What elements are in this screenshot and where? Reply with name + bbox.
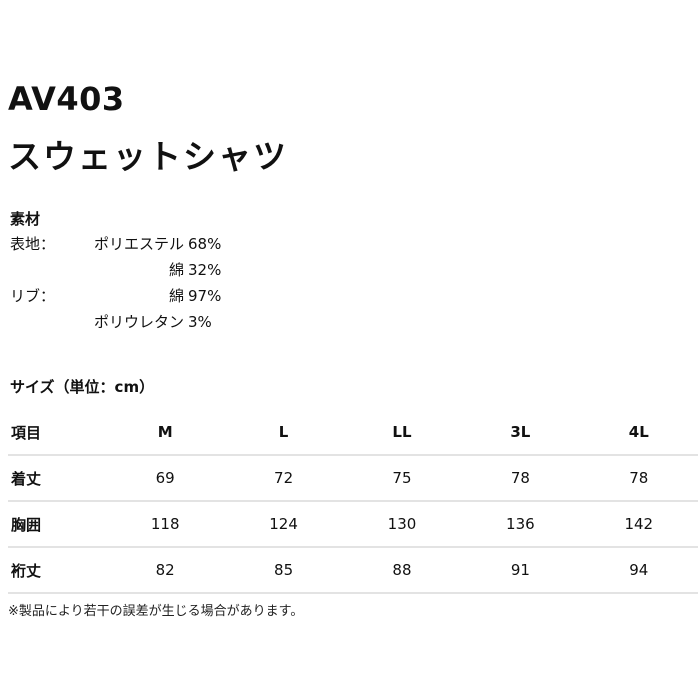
table-cell: 136 (461, 501, 580, 548)
table-cell: 69 (106, 455, 225, 502)
product-name: スウェットシャツ (8, 137, 288, 176)
table-cell: 94 (579, 547, 698, 594)
table-cell: 124 (224, 501, 343, 548)
table-cell: 91 (461, 547, 580, 594)
size-heading: サイズ（単位：cm） (10, 378, 155, 396)
table-cell: 85 (224, 547, 343, 594)
table-cell: 118 (106, 501, 225, 548)
material-row: ポリウレタン 3% (10, 309, 310, 335)
column-header: M (106, 410, 225, 456)
material-material: 綿 (168, 287, 184, 305)
table-cell: 142 (579, 501, 698, 548)
material-row: 表地： ポリエステル 68% (10, 231, 310, 257)
row-label: 胸囲 (8, 501, 106, 548)
material-material: ポリエステル (93, 235, 184, 253)
table-row: 裄丈 82 85 88 91 94 (8, 547, 698, 594)
material-material: 綿 (168, 261, 184, 279)
product-code: AV403 (8, 80, 125, 118)
size-table: 項目 M L LL 3L 4L 着丈 69 72 75 78 78 胸囲 118 124 130 1… (8, 410, 698, 594)
material-row: 綿 32% (10, 257, 310, 283)
table-cell: 78 (579, 455, 698, 502)
material-row: リブ： 綿 97% (10, 283, 310, 309)
table-cell: 72 (224, 455, 343, 502)
table-row: 胸囲 118 124 130 136 142 (8, 501, 698, 548)
material-material: ポリウレタン (93, 313, 184, 331)
material-label: リブ： (10, 287, 56, 305)
materials-heading: 素材 (10, 210, 41, 228)
size-table-header: 項目 M L LL 3L 4L (8, 410, 698, 456)
material-percent: 68% (188, 235, 222, 253)
material-label: 表地： (10, 235, 56, 253)
table-cell: 75 (342, 455, 462, 502)
material-percent: 32% (188, 261, 222, 279)
row-label: 着丈 (8, 455, 106, 502)
material-percent: 97% (188, 287, 222, 305)
row-label: 裄丈 (8, 547, 106, 594)
column-header: 項目 (8, 410, 106, 456)
table-cell: 130 (342, 501, 462, 548)
column-header: 4L (579, 410, 698, 456)
column-header: 3L (461, 410, 580, 456)
table-cell: 88 (342, 547, 462, 594)
column-header: LL (342, 410, 462, 456)
disclaimer-note: ※製品により若干の誤差が生じる場合があります。 (8, 604, 304, 619)
table-cell: 82 (106, 547, 225, 594)
material-percent: 3% (188, 313, 212, 331)
table-cell: 78 (461, 455, 580, 502)
table-row: 着丈 69 72 75 78 78 (8, 455, 698, 502)
column-header: L (224, 410, 343, 456)
